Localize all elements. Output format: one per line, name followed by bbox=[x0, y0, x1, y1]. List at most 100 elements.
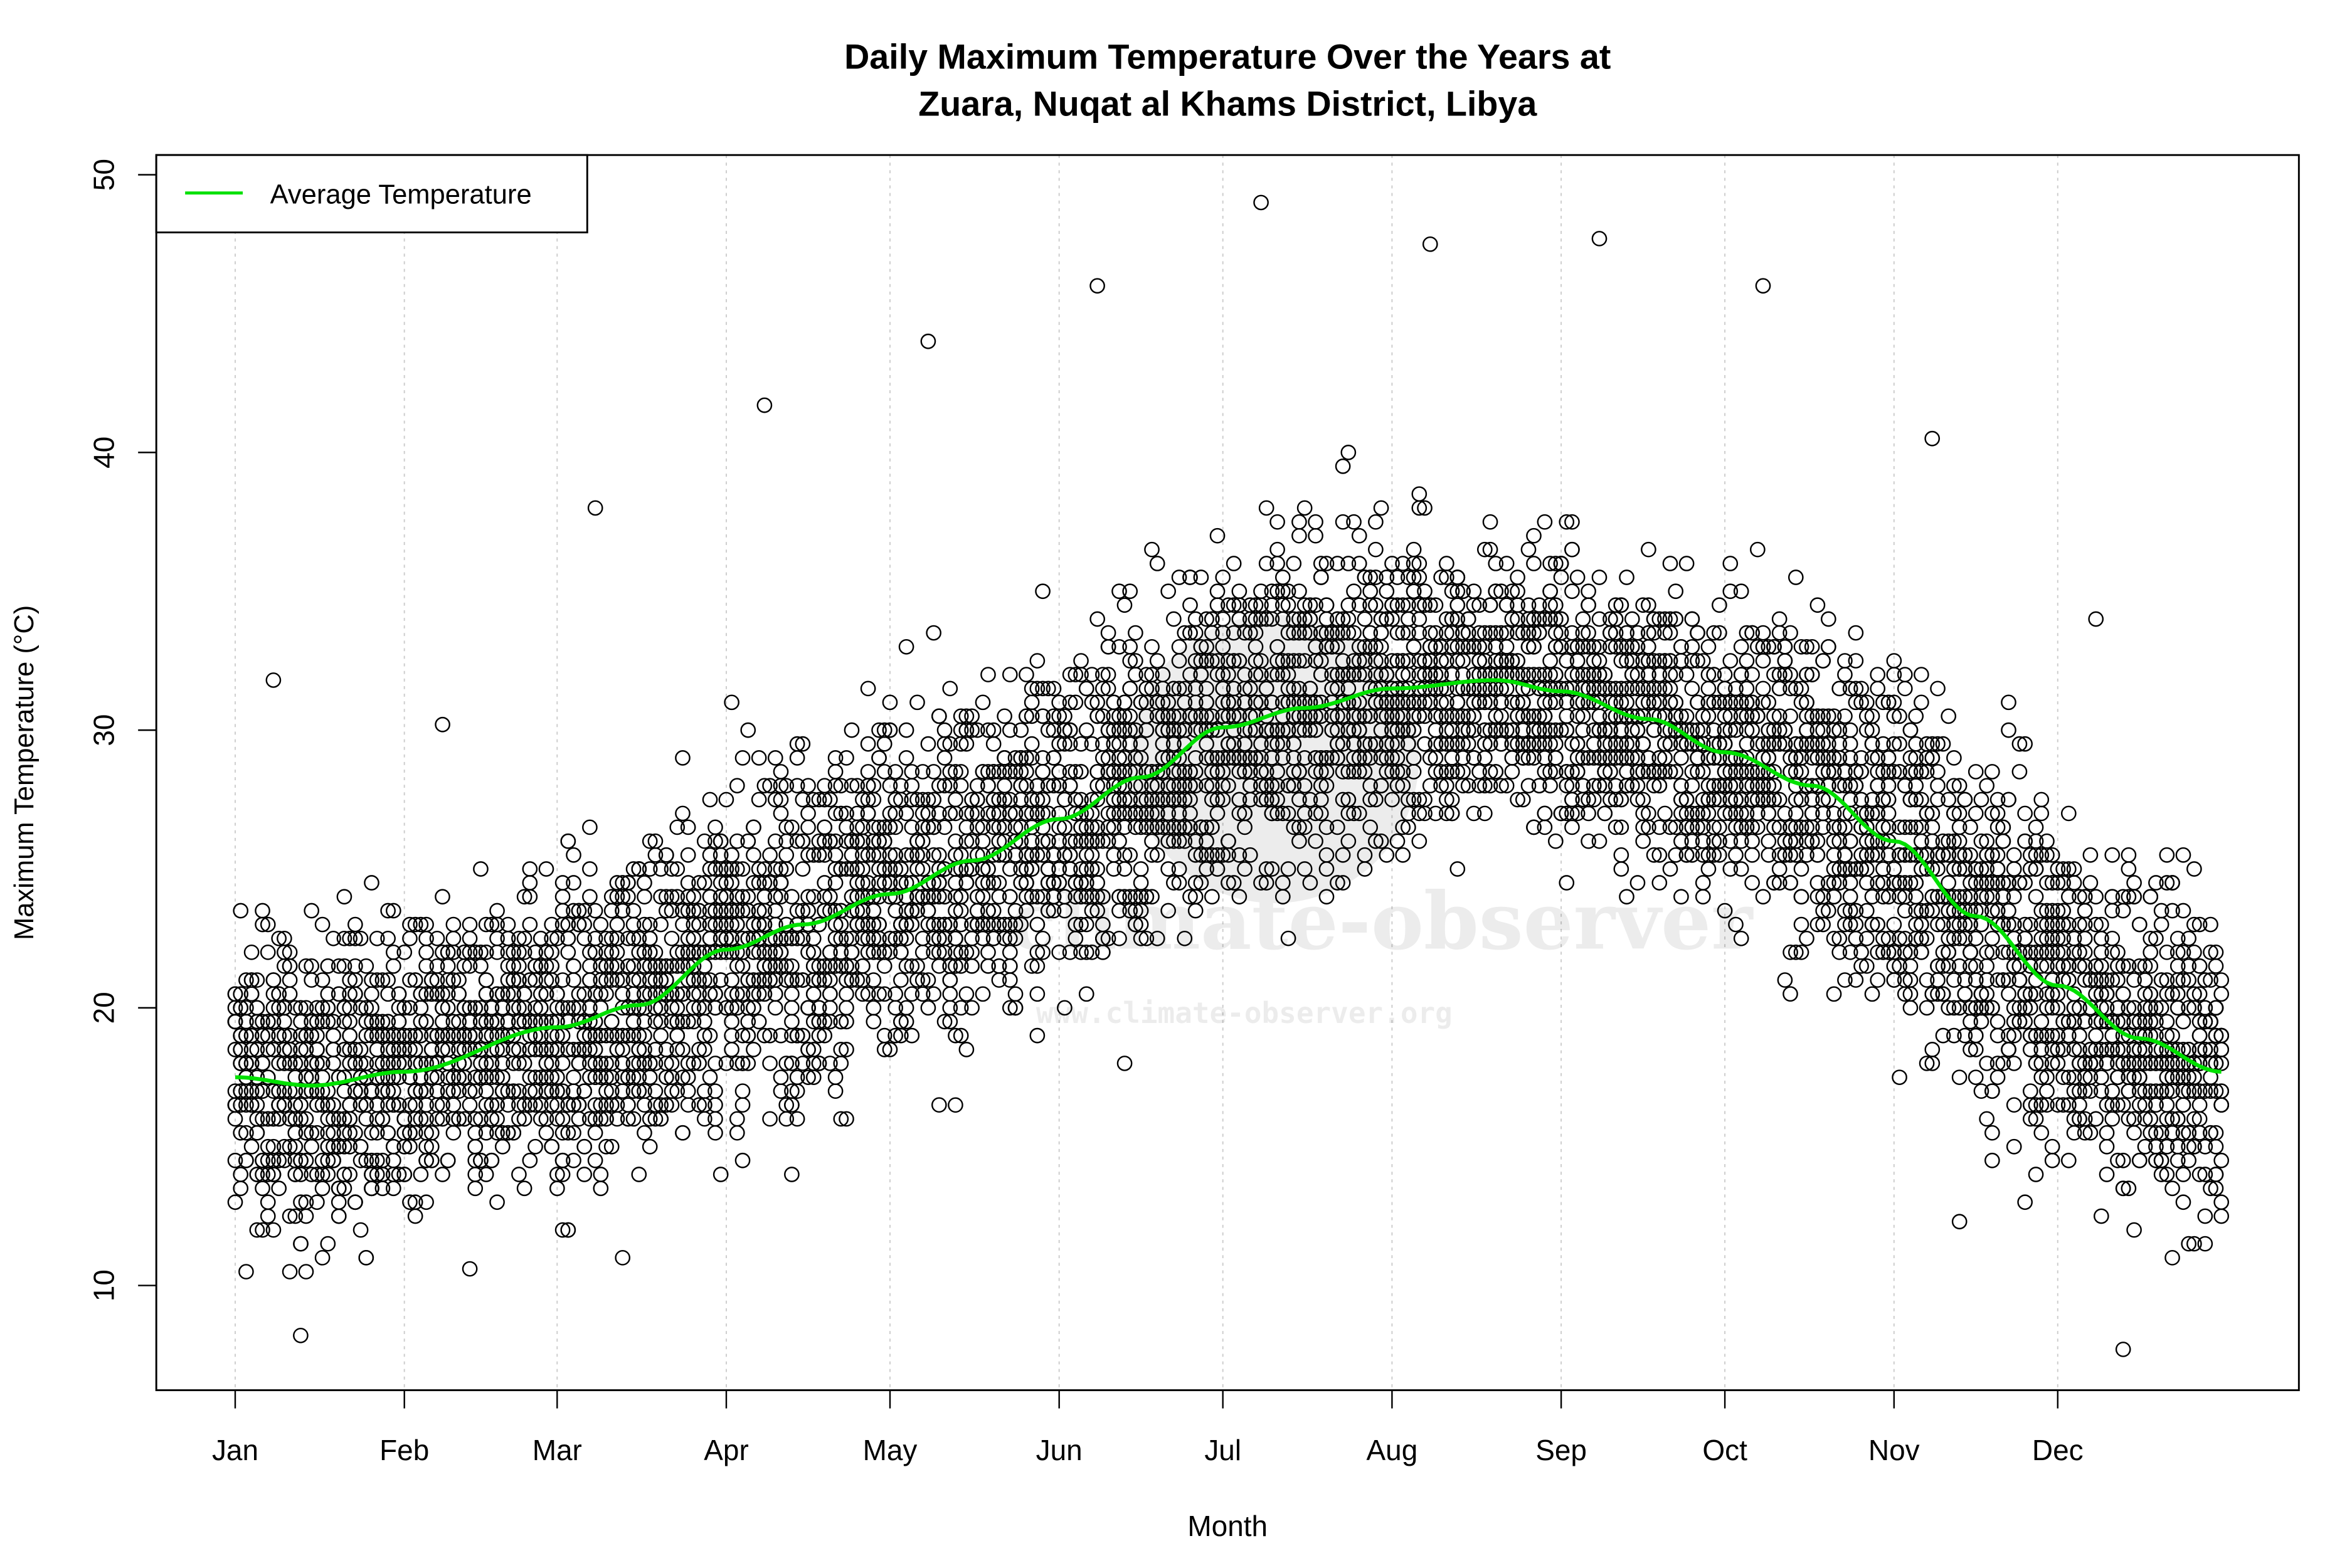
data-point bbox=[467, 944, 484, 960]
data-point bbox=[1089, 861, 1106, 877]
data-point bbox=[1149, 653, 1165, 669]
data-point bbox=[1248, 611, 1264, 627]
data-point bbox=[1684, 611, 1700, 627]
data-point bbox=[571, 903, 587, 919]
data-point bbox=[1296, 653, 1313, 669]
data-point bbox=[1777, 805, 1793, 822]
data-point bbox=[1433, 569, 1449, 585]
data-point bbox=[1182, 708, 1198, 724]
data-point bbox=[603, 1027, 620, 1044]
data-point bbox=[1602, 722, 1618, 738]
data-point bbox=[1439, 722, 1454, 738]
data-point bbox=[1318, 819, 1335, 835]
data-point bbox=[1657, 805, 1673, 822]
data-point bbox=[762, 1027, 778, 1044]
data-point bbox=[773, 778, 789, 793]
data-point bbox=[625, 1069, 642, 1086]
data-point bbox=[647, 1056, 664, 1071]
data-point bbox=[767, 986, 783, 1002]
data-point bbox=[1673, 653, 1689, 669]
data-point bbox=[1690, 694, 1705, 711]
data-point bbox=[969, 722, 985, 738]
data-point bbox=[1766, 875, 1782, 891]
data-point bbox=[1531, 625, 1547, 641]
data-point bbox=[1035, 930, 1051, 946]
data-point bbox=[1084, 861, 1100, 877]
data-point bbox=[637, 944, 652, 960]
data-point bbox=[718, 1056, 734, 1071]
data-point bbox=[898, 958, 914, 974]
data-point bbox=[603, 889, 620, 905]
data-point bbox=[1783, 750, 1798, 766]
data-point bbox=[293, 1194, 309, 1210]
data-point bbox=[1831, 722, 1848, 738]
data-point bbox=[593, 958, 609, 974]
data-point bbox=[566, 875, 581, 891]
data-point bbox=[1187, 764, 1204, 780]
data-point bbox=[778, 1097, 795, 1113]
data-point bbox=[1624, 736, 1640, 752]
data-point bbox=[1128, 916, 1143, 933]
data-point bbox=[1324, 625, 1340, 641]
data-point bbox=[707, 861, 723, 877]
data-point bbox=[1635, 833, 1651, 849]
data-point bbox=[342, 1111, 358, 1127]
data-point bbox=[637, 875, 652, 891]
data-point bbox=[1384, 736, 1400, 752]
data-point bbox=[1733, 764, 1749, 780]
data-point-min bbox=[293, 1327, 309, 1343]
data-point bbox=[1886, 653, 1902, 669]
data-point bbox=[500, 1097, 516, 1113]
data-point bbox=[833, 1042, 849, 1057]
data-point bbox=[527, 1042, 543, 1057]
data-point bbox=[385, 1138, 401, 1155]
data-point bbox=[407, 1125, 423, 1141]
data-point bbox=[1858, 833, 1875, 849]
data-point bbox=[1684, 819, 1700, 835]
data-point bbox=[631, 1167, 647, 1182]
data-point bbox=[876, 764, 893, 780]
data-point bbox=[1613, 597, 1629, 613]
data-point bbox=[991, 916, 1007, 933]
data-point bbox=[566, 903, 581, 919]
data-point bbox=[1433, 778, 1449, 793]
data-point bbox=[1690, 653, 1705, 669]
data-point bbox=[712, 833, 729, 849]
data-point bbox=[1253, 750, 1269, 766]
data-point bbox=[1144, 681, 1160, 697]
data-point bbox=[1335, 764, 1351, 780]
data-point bbox=[1668, 819, 1684, 835]
data-point bbox=[1116, 694, 1133, 711]
data-point bbox=[576, 1167, 593, 1182]
data-point bbox=[1444, 722, 1460, 738]
data-point bbox=[369, 972, 385, 988]
data-point bbox=[855, 958, 871, 974]
data-point bbox=[527, 1083, 543, 1099]
data-point bbox=[1182, 889, 1198, 905]
data-point bbox=[243, 944, 260, 960]
data-point bbox=[849, 916, 866, 933]
data-point bbox=[876, 944, 893, 960]
data-point bbox=[800, 819, 816, 835]
data-point bbox=[795, 903, 811, 919]
data-point bbox=[1870, 972, 1886, 988]
data-point bbox=[1428, 638, 1444, 655]
data-point bbox=[1892, 930, 1907, 946]
data-point bbox=[1078, 875, 1094, 891]
data-point bbox=[1837, 778, 1853, 793]
data-point bbox=[784, 819, 800, 835]
data-point bbox=[1231, 847, 1248, 863]
data-point bbox=[767, 833, 783, 849]
data-point bbox=[484, 1056, 500, 1071]
data-point bbox=[1690, 722, 1705, 738]
data-point bbox=[1389, 569, 1406, 585]
data-point bbox=[1602, 750, 1618, 766]
data-point bbox=[833, 903, 849, 919]
data-point bbox=[1084, 667, 1100, 682]
data-point bbox=[347, 986, 363, 1002]
data-point bbox=[784, 930, 800, 946]
data-point bbox=[593, 1056, 609, 1071]
data-point bbox=[664, 1014, 680, 1030]
data-point-max bbox=[1422, 236, 1438, 252]
data-point bbox=[1875, 736, 1891, 752]
